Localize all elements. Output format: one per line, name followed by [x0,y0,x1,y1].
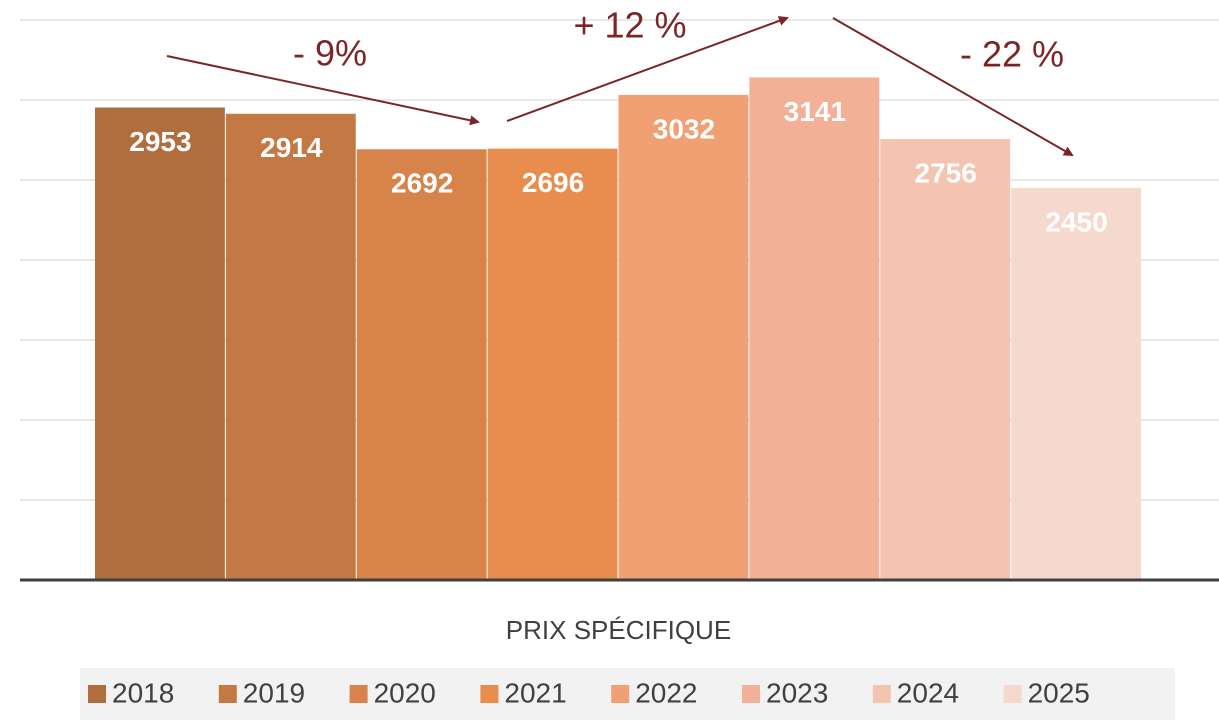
legend-swatch [218,685,237,703]
annotation: - 9% [293,33,367,74]
annotation: + 12 % [573,5,686,46]
data-label: 2756 [915,157,977,188]
legend-swatch [742,685,760,703]
bar [356,149,487,580]
bar [95,107,225,581]
data-label: 2696 [522,167,584,198]
data-label: 3141 [784,96,846,127]
legend-label: 2019 [243,677,305,708]
x-tick-label: PRIX SPÉCIFIQUE [506,615,731,645]
data-label: 2914 [260,132,323,163]
bar [618,94,749,580]
bar [487,148,618,580]
legend-label: 2021 [504,677,566,708]
legend-label: 2024 [897,677,959,708]
data-label: 2692 [391,168,453,199]
data-label: 2953 [129,126,191,157]
legend-swatch [88,685,106,703]
legend-label: 2020 [374,677,436,708]
legend-swatch [349,685,368,703]
legend-swatch [480,685,499,703]
arrow [166,55,480,126]
legend-label: 2022 [635,677,697,708]
legend-swatch [611,685,630,703]
arrow [506,16,789,122]
legend-label: 2018 [112,677,174,708]
legend-label: 2025 [1028,677,1090,708]
bar [880,139,1011,581]
bar [749,77,880,580]
bar [225,113,356,580]
legend-swatch [1003,685,1022,703]
arrow [832,17,1074,156]
bar [1011,188,1141,580]
data-label: 2450 [1045,206,1107,237]
legend-swatch [872,685,891,703]
data-label: 3032 [653,113,715,144]
annotation: - 22 % [960,34,1064,75]
legend-label: 2023 [766,677,828,708]
